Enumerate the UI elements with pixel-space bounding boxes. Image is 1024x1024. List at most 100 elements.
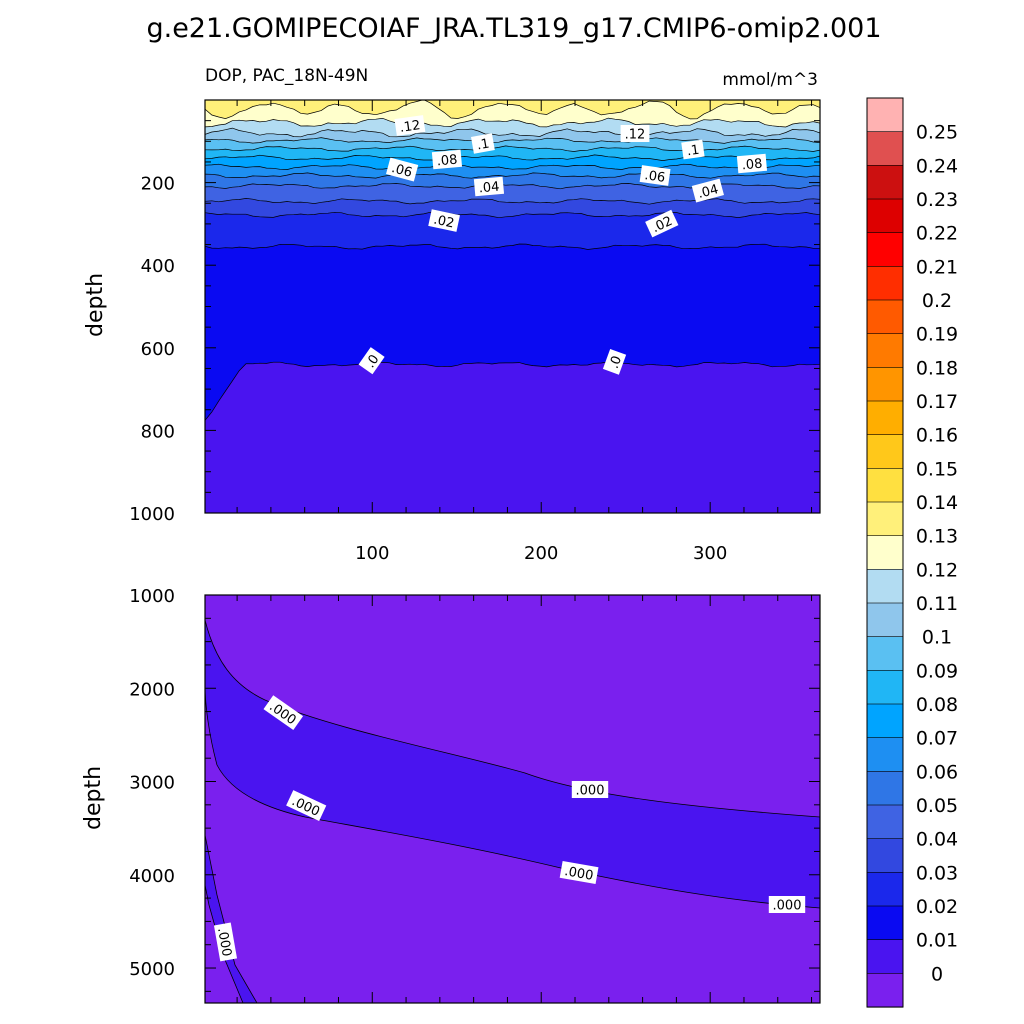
colorbar-label: 0.03 [916, 862, 958, 884]
svg-text:.06: .06 [390, 161, 414, 181]
svg-text:.1: .1 [476, 137, 491, 154]
colorbar-label: 0.19 [916, 324, 958, 346]
top-contour-label: .02 [428, 209, 460, 232]
colorbar-label: 0.23 [916, 189, 958, 211]
top-subtitle-left: DOP, PAC_18N-49N [205, 66, 368, 86]
colorbar-label: 0.06 [916, 761, 958, 783]
top-y-tick-label: 400 [141, 256, 175, 277]
top-band-0 [205, 361, 820, 513]
colorbar-label: 0.24 [916, 155, 958, 177]
svg-text:.02: .02 [432, 212, 455, 231]
colorbar-swatch [866, 468, 904, 503]
svg-text:.04: .04 [478, 180, 500, 197]
svg-text:.12: .12 [625, 128, 646, 143]
top-contour-lines [205, 100, 820, 421]
top-panel: DOP, PAC_18N-49N mmol/m^3 .12 .12 .1 .1 .08.… [83, 66, 821, 564]
colorbar-swatch [866, 333, 904, 368]
svg-text:.08: .08 [741, 157, 763, 174]
top-contour-line-0.11 [205, 117, 820, 128]
colorbar-swatch [866, 670, 904, 705]
colorbar-swatch [866, 535, 904, 570]
top-contour-label: .1 [470, 133, 495, 154]
colorbar-swatch [866, 232, 904, 267]
colorbar-label: 0.16 [916, 425, 958, 447]
top-contour-line-0.07 [205, 154, 820, 161]
colorbar-label: 0.09 [916, 660, 958, 682]
top-contour-line-0.08 [205, 145, 820, 152]
colorbar-swatch [866, 198, 904, 234]
bottom-contour-label: .000 [768, 896, 806, 914]
colorbar-label: 0.2 [922, 290, 952, 312]
colorbar-swatch [866, 569, 904, 604]
colorbar-label: 0.11 [916, 593, 958, 615]
svg-text:.0: .0 [607, 354, 625, 371]
bottom-contour-label: .000 [559, 860, 599, 885]
colorbar-label: 0.14 [916, 492, 958, 514]
colorbar-label: 0.04 [916, 829, 958, 851]
colorbar-swatch [866, 131, 904, 166]
svg-text:.06: .06 [644, 168, 667, 186]
bottom-panel: .000.000.000.000.000.000 100020003000400… [81, 586, 821, 1004]
svg-text:.08: .08 [436, 153, 458, 170]
colorbar-swatch [866, 299, 904, 335]
top-contour-label: .1 [681, 139, 705, 160]
top-contour-label: .04 [691, 178, 724, 203]
colorbar-swatch [866, 367, 904, 402]
colorbar-swatch [866, 939, 904, 974]
colorbar-swatch [866, 737, 904, 772]
colorbar-label: 0.17 [916, 391, 958, 413]
svg-text:.04: .04 [696, 182, 720, 202]
colorbar-label: 0.15 [916, 458, 958, 480]
top-contour-label: .06 [386, 157, 419, 182]
top-contour-label: .0 [602, 348, 627, 375]
colorbar-label: 0.1 [922, 627, 952, 649]
colorbar-label: 0.18 [916, 357, 958, 379]
svg-text:.000: .000 [576, 784, 605, 799]
colorbar: 0.25 0.24 0.23 0.22 0.21 0.2 0.19 0.18 0.17 0.16 0… [866, 97, 958, 1008]
bottom-y-tick-label: 4000 [129, 866, 175, 887]
bottom-y-tick-label: 5000 [129, 959, 175, 980]
top-y-axis-label: depth [83, 273, 108, 337]
top-contour-label: .04 [473, 176, 505, 197]
colorbar-swatch [866, 838, 904, 873]
top-contour-label: .0 [358, 347, 385, 375]
bottom-contour-label: .000 [571, 781, 609, 799]
colorbar-swatch [866, 804, 904, 840]
svg-text:.1: .1 [686, 143, 700, 160]
colorbar-swatch [866, 97, 904, 133]
top-x-tick-label: 300 [693, 543, 727, 564]
colorbar-label: 0.05 [916, 795, 958, 817]
top-x-tick-label: 200 [524, 543, 558, 564]
colorbar-swatch [866, 266, 904, 301]
colorbar-swatch [866, 165, 904, 200]
top-contour-line-0.06 [205, 163, 820, 170]
colorbar-label: 0.07 [916, 728, 958, 750]
colorbar-label: 0.25 [916, 122, 958, 144]
bottom-plot-frame [204, 594, 821, 1004]
top-contour-line-0.1 [205, 127, 820, 139]
colorbar-label: 0.12 [916, 559, 958, 581]
colorbar-swatch [866, 602, 904, 638]
bottom-y-tick-label: 2000 [129, 679, 175, 700]
bottom-y-tick-label: 1000 [129, 586, 175, 607]
colorbar-swatch [866, 872, 904, 907]
top-contour-labels: .12.12.1.1.08.08.06.06.04.04.02.02.0.0 [358, 115, 768, 375]
colorbar-swatch [866, 434, 904, 469]
colorbar-label: 0.01 [916, 930, 958, 952]
top-contour-line-0.09 [205, 137, 820, 144]
bottom-axis-ticks: 1000 2000 3000 4000 5000 [129, 586, 820, 1003]
colorbar-swatch [866, 400, 904, 436]
colorbar-label: 0.08 [916, 694, 958, 716]
top-contour-label: .12 [620, 125, 650, 143]
svg-text:.000: .000 [773, 899, 802, 914]
top-contour-label: .08 [736, 153, 768, 174]
colorbar-label: 0.21 [916, 256, 958, 278]
top-contour-label: .12 [394, 115, 426, 136]
top-contour-line-0.12 [205, 100, 820, 120]
colorbar-label: 0 [931, 963, 943, 985]
top-x-tick-label: 100 [355, 543, 389, 564]
top-y-tick-label: 600 [141, 339, 175, 360]
colorbar-label: 0.02 [916, 896, 958, 918]
top-y-tick-label: 1000 [129, 504, 175, 525]
